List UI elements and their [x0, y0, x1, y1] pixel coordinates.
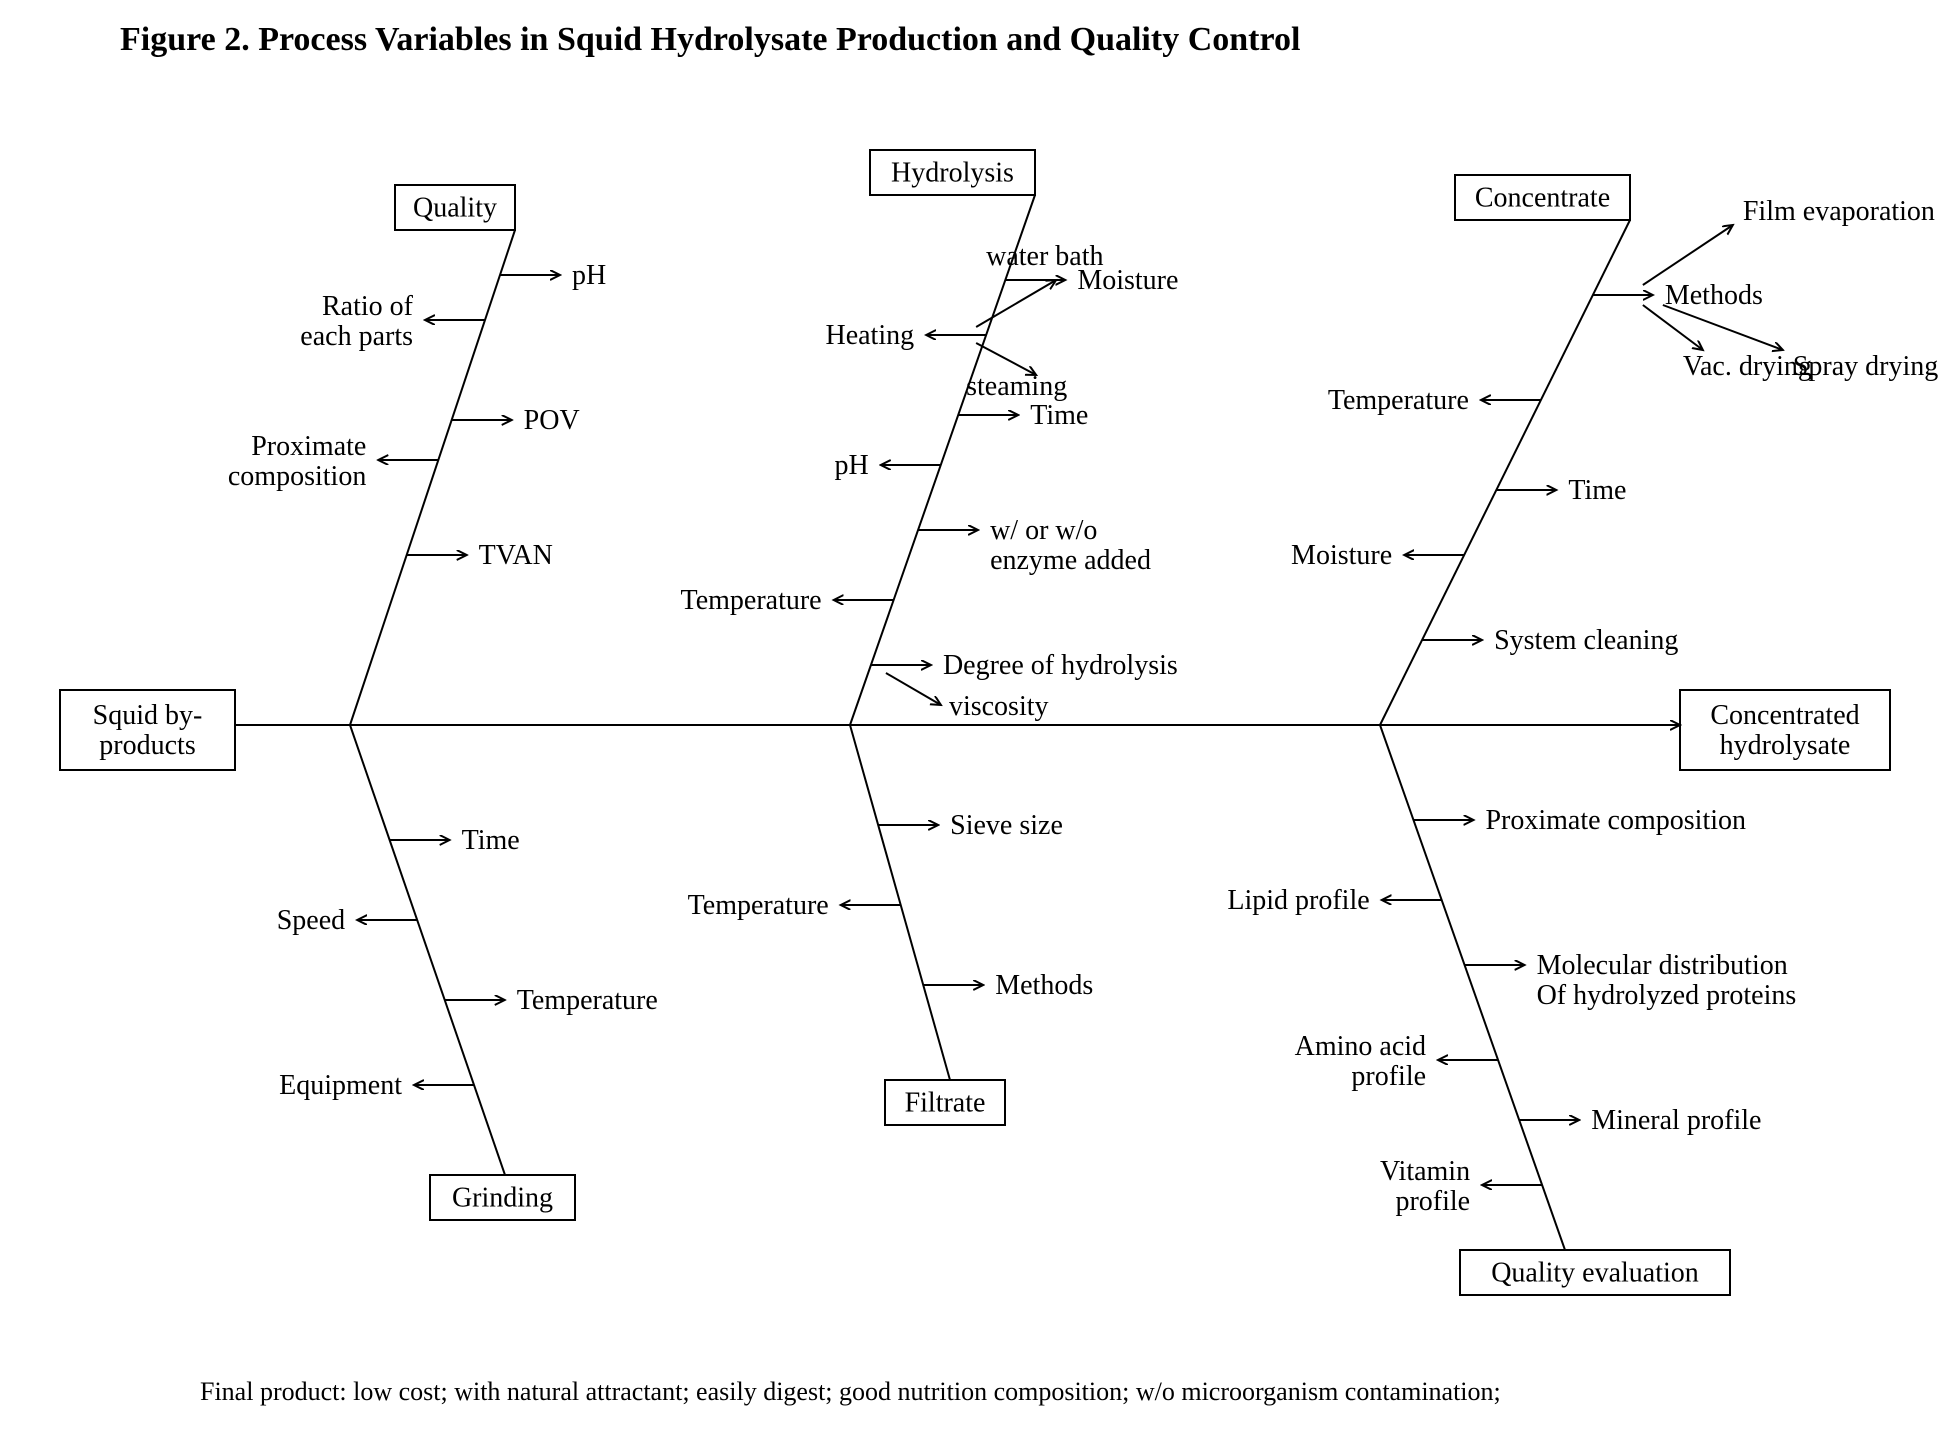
branch-label: steaming [966, 371, 1067, 402]
branch-label: pH [572, 260, 606, 291]
branch-label: TVAN [479, 540, 553, 571]
fishbone-svg: Figure 2. Process Variables in Squid Hyd… [0, 0, 1941, 1453]
branch-label: Temperature [688, 890, 829, 921]
branch-label: Temperature [1328, 385, 1469, 416]
branch-label: Spray drying [1793, 351, 1938, 382]
branch-label: each parts [300, 321, 413, 352]
bone-box-filtrate-label: Filtrate [905, 1088, 986, 1119]
branch-label: System cleaning [1494, 625, 1678, 656]
branch-label: Ratio of [322, 291, 414, 322]
branch-label: Proximate [251, 431, 366, 462]
figure-page: { "title": "Figure 2. Process Variables … [0, 0, 1941, 1453]
branch-label: Mineral profile [1591, 1105, 1761, 1136]
branch-label: Of hydrolyzed proteins [1537, 980, 1797, 1011]
tail-box-label: Concentrated [1710, 700, 1859, 731]
branch-label: POV [524, 405, 580, 436]
branch-label: Temperature [681, 585, 822, 616]
branch-label: Moisture [1291, 540, 1392, 571]
branch-label: Lipid profile [1227, 885, 1369, 916]
branch-label: profile [1351, 1061, 1426, 1092]
branch-label: Proximate composition [1485, 805, 1746, 836]
branch-label: viscosity [949, 691, 1049, 722]
branch-label: Time [462, 825, 520, 856]
branch-label: Methods [995, 970, 1093, 1001]
figure-title: Figure 2. Process Variables in Squid Hyd… [120, 21, 1300, 58]
bone-box-grinding-label: Grinding [452, 1183, 553, 1214]
branch-label: Heating [825, 320, 914, 351]
branch-label: Methods [1665, 280, 1763, 311]
branch-label: Sieve size [950, 810, 1063, 841]
bone-box-concentrate-label: Concentrate [1475, 183, 1610, 214]
branch-label: Film evaporation [1743, 196, 1935, 227]
branch-label: composition [228, 461, 366, 492]
branch-label: Temperature [517, 985, 658, 1016]
bone-box-qualeval-label: Quality evaluation [1491, 1258, 1699, 1289]
branch-label: w/ or w/o [990, 515, 1097, 546]
branch-label: Equipment [279, 1070, 402, 1101]
branch-label: Amino acid [1295, 1031, 1426, 1062]
head-box-label: products [99, 730, 195, 761]
branch-label: Molecular distribution [1537, 950, 1788, 981]
tail-box-label: hydrolysate [1720, 730, 1851, 761]
footer-text: Final product: low cost; with natural at… [200, 1377, 1501, 1406]
branch-label: Time [1568, 475, 1626, 506]
branch-label: Vitamin [1380, 1156, 1470, 1187]
branch-label: water bath [986, 241, 1103, 272]
branch-label: profile [1395, 1186, 1470, 1217]
bone-box-quality-label: Quality [413, 193, 497, 224]
branch-label: Time [1030, 400, 1088, 431]
branch-label: Degree of hydrolysis [943, 650, 1178, 681]
branch-label: enzyme added [990, 545, 1151, 576]
branch-label: pH [835, 450, 869, 481]
branch-label: Speed [277, 905, 345, 936]
bone-box-hydrolysis-label: Hydrolysis [891, 158, 1014, 189]
head-box-label: Squid by- [93, 700, 203, 731]
